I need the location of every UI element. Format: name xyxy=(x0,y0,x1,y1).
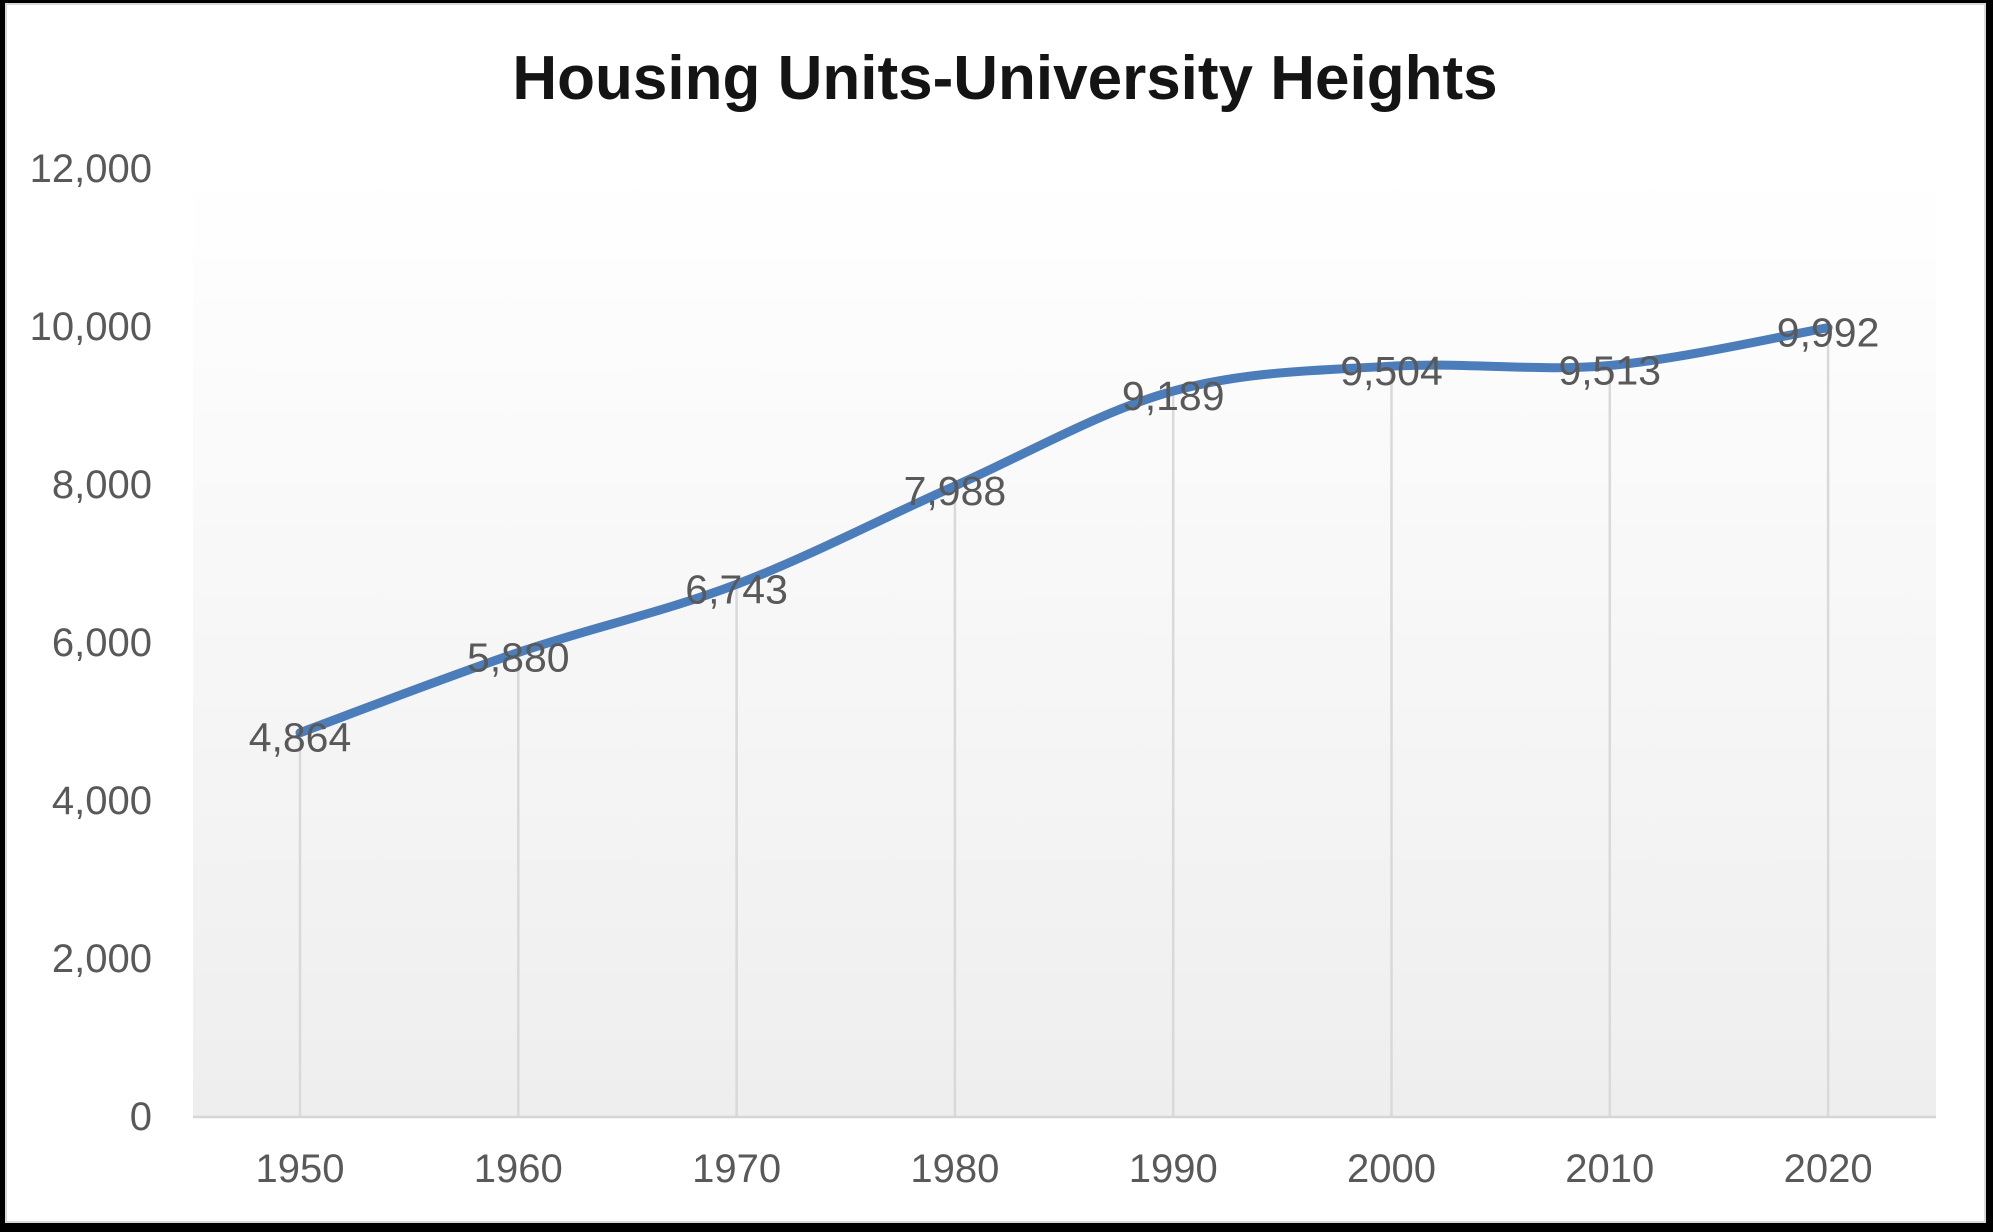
y-tick-label: 8,000 xyxy=(52,463,152,507)
data-label: 9,504 xyxy=(1340,348,1443,394)
chart-title: Housing Units-University Heights xyxy=(512,44,1497,113)
data-label: 4,864 xyxy=(249,715,352,761)
x-tick-label: 1970 xyxy=(692,1147,781,1191)
x-tick-label: 1990 xyxy=(1129,1147,1218,1191)
y-tick-label: 0 xyxy=(130,1095,152,1139)
y-tick-label: 10,000 xyxy=(30,305,152,349)
x-tick-label: 1980 xyxy=(910,1147,999,1191)
data-label: 6,743 xyxy=(685,566,788,612)
x-tick-label: 2000 xyxy=(1347,1147,1436,1191)
x-tick-label: 1950 xyxy=(256,1147,345,1191)
y-tick-label: 2,000 xyxy=(52,937,152,981)
data-label: 7,988 xyxy=(904,468,1007,514)
data-labels: 4,864 5,880 6,743 7,988 9,189 9,504 9,513 9,992 xyxy=(249,310,1880,761)
data-label: 9,992 xyxy=(1777,310,1880,356)
data-label: 9,189 xyxy=(1122,373,1225,419)
data-label: 5,880 xyxy=(467,634,570,680)
drop-lines xyxy=(298,327,1830,1117)
x-tick-label: 2010 xyxy=(1565,1147,1654,1191)
y-tick-label: 4,000 xyxy=(52,779,152,823)
y-tick-label: 12,000 xyxy=(30,147,152,191)
data-label: 9,513 xyxy=(1558,347,1661,393)
plot-area xyxy=(193,169,1936,1117)
x-tick-label: 1960 xyxy=(474,1147,563,1191)
y-axis-labels: 0 2,000 4,000 6,000 8,000 10,000 12,000 xyxy=(30,147,152,1139)
x-axis-labels: 1950 1960 1970 1980 1990 2000 2010 2020 xyxy=(256,1147,1873,1191)
y-tick-label: 6,000 xyxy=(52,621,152,665)
series-line xyxy=(295,323,1833,738)
x-tick-label: 2020 xyxy=(1784,1147,1873,1191)
